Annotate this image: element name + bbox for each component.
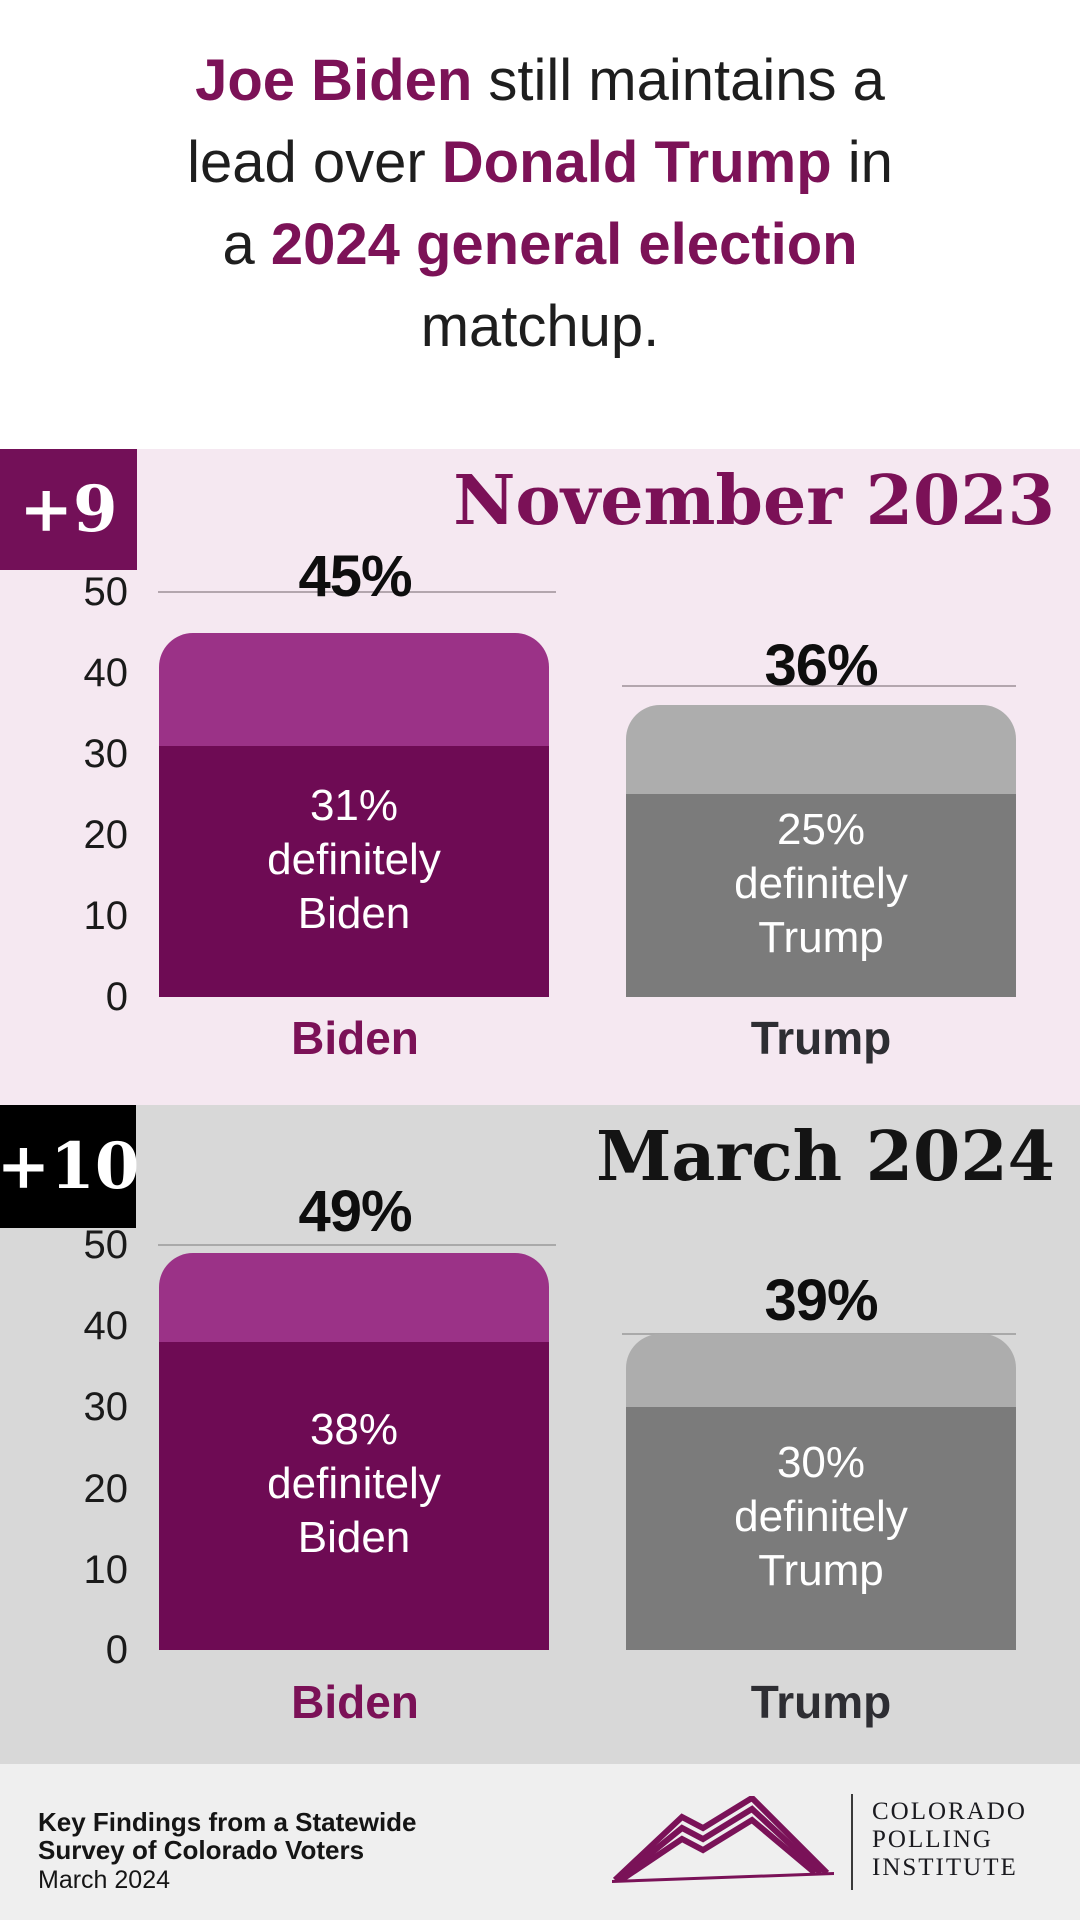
footer-source-date: March 2024 bbox=[38, 1866, 171, 1894]
x-axis-label-trump: Trump bbox=[750, 1012, 892, 1064]
org-line-polling: POLLING bbox=[872, 1826, 993, 1853]
trump-bar-march: 30% definitely Trump bbox=[626, 1334, 1016, 1650]
panel-november-2023: +9 November 2023 50 40 30 20 10 0 45% 36… bbox=[0, 449, 1080, 1105]
y-axis-tick-20: 20 bbox=[83, 1467, 129, 1511]
panel-march-2024: +10 March 2024 50 40 30 20 10 0 49% 39% … bbox=[0, 1105, 1080, 1764]
value-line-trump bbox=[622, 685, 1016, 687]
lead-margin-badge-november: +9 bbox=[0, 449, 137, 570]
title-text: lead over bbox=[187, 130, 442, 195]
mountain-logo-icon bbox=[612, 1796, 834, 1883]
y-axis-tick-20: 20 bbox=[83, 813, 129, 857]
biden-definite-label: 38% definitely Biden bbox=[267, 1405, 441, 1562]
biden-total-label: 45% bbox=[298, 544, 412, 609]
trump-definite-label: 30% definitely Trump bbox=[734, 1437, 908, 1595]
biden-definite-segment bbox=[159, 1342, 549, 1650]
title-accent-2024-election: 2024 general election bbox=[270, 212, 858, 277]
title-accent-donald-trump: Donald Trump bbox=[441, 130, 832, 195]
y-axis-tick-50: 50 bbox=[83, 1223, 129, 1267]
biden-definite-segment bbox=[159, 746, 549, 997]
org-wordmark: COLORADO POLLING INSTITUTE bbox=[872, 1798, 1027, 1882]
footer-source-line-2: Survey of Colorado Voters bbox=[38, 1835, 365, 1865]
y-axis-tick-30: 30 bbox=[83, 1385, 129, 1429]
panel-header-november-2023: November 2023 bbox=[453, 461, 1055, 541]
biden-total-label: 49% bbox=[298, 1179, 412, 1244]
footer: Key Findings from a Statewide Survey of … bbox=[0, 1764, 1080, 1920]
x-axis-label-trump: Trump bbox=[750, 1676, 892, 1728]
lead-margin-badge-march: +10 bbox=[0, 1105, 139, 1228]
title-text: still maintains a bbox=[472, 48, 885, 113]
y-axis-tick-0: 0 bbox=[105, 975, 128, 1019]
y-axis-tick-40: 40 bbox=[83, 651, 129, 695]
x-axis-label-biden: Biden bbox=[291, 1012, 419, 1064]
biden-bar-november: 31% definitely Biden bbox=[159, 633, 549, 997]
title-text: in bbox=[831, 130, 893, 195]
footer-source-note: Key Findings from a Statewide Survey of … bbox=[38, 1808, 417, 1894]
y-axis-tick-50: 50 bbox=[83, 570, 129, 614]
y-axis-tick-30: 30 bbox=[83, 732, 129, 776]
trump-bar-november: 25% definitely Trump bbox=[626, 705, 1016, 997]
y-axis-tick-0: 0 bbox=[105, 1628, 128, 1672]
gridline-50-biden bbox=[158, 1244, 556, 1246]
org-line-colorado: COLORADO bbox=[872, 1798, 1027, 1825]
page-title: Joe Biden still maintains a lead over Do… bbox=[0, 40, 1080, 368]
title-line-3: a 2024 general election bbox=[0, 204, 1080, 286]
y-axis-tick-10: 10 bbox=[83, 1548, 129, 1592]
gridline-50-biden bbox=[158, 591, 556, 593]
trump-definite-segment bbox=[626, 1407, 1016, 1650]
footer-source-line-1: Key Findings from a Statewide bbox=[38, 1807, 417, 1837]
trump-definite-label: 25% definitely Trump bbox=[734, 804, 908, 962]
biden-definite-label: 31% definitely Biden bbox=[267, 780, 441, 938]
biden-bar-march: 38% definitely Biden bbox=[159, 1253, 549, 1650]
title-line-4: matchup. bbox=[0, 286, 1080, 368]
title-line-1: Joe Biden still maintains a bbox=[0, 40, 1080, 122]
title-text: matchup. bbox=[420, 294, 660, 359]
y-axis-tick-10: 10 bbox=[83, 894, 129, 938]
title-accent-joe-biden: Joe Biden bbox=[195, 48, 473, 113]
trump-total-label: 39% bbox=[764, 1268, 878, 1333]
trump-definite-segment bbox=[626, 794, 1016, 997]
footer-divider bbox=[851, 1794, 853, 1890]
trump-total-label: 36% bbox=[764, 633, 878, 698]
x-axis-label-biden: Biden bbox=[291, 1676, 419, 1728]
panel-header-march-2024: March 2024 bbox=[596, 1117, 1055, 1197]
y-axis-tick-40: 40 bbox=[83, 1304, 129, 1348]
title-text: a bbox=[222, 212, 271, 277]
org-line-institute: INSTITUTE bbox=[872, 1854, 1018, 1881]
title-line-2: lead over Donald Trump in bbox=[0, 122, 1080, 204]
